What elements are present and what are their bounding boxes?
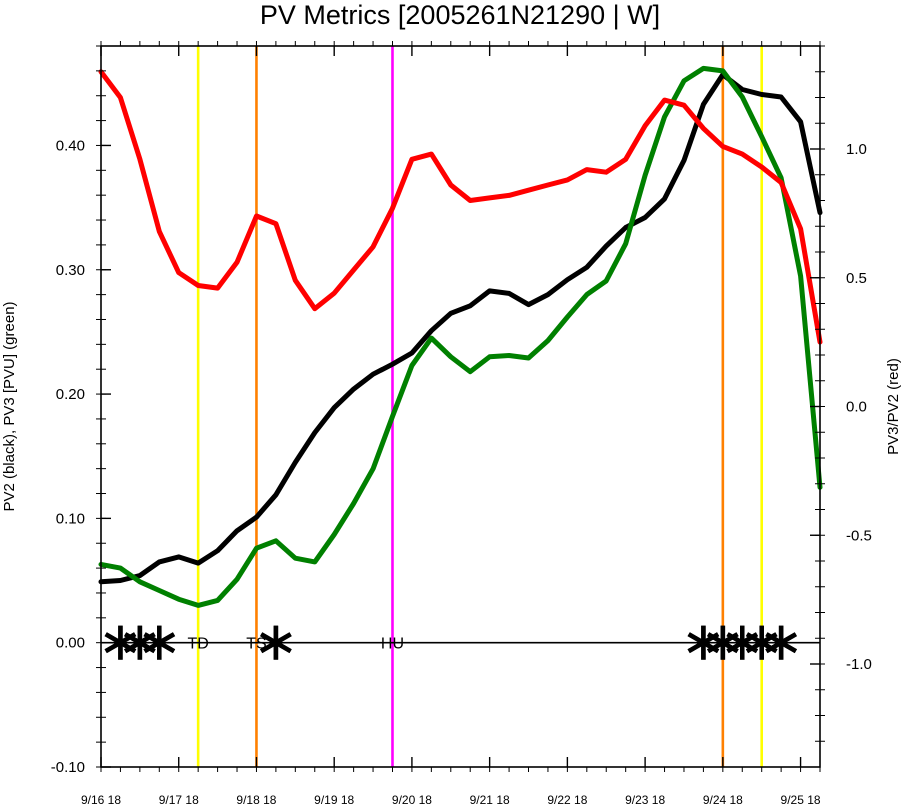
series-lines — [98, 65, 823, 608]
pv2-series-line — [98, 72, 823, 585]
stage-label: HU — [381, 636, 404, 653]
right-tick-label: 0.5 — [846, 270, 867, 287]
asterisk-marker — [726, 625, 759, 660]
right-tick-label: 1.0 — [846, 141, 867, 158]
x-axis-ticks: 9/16 18 9/17 18 9/18 18 9/19 18 9/20 18 9/21 … — [81, 41, 821, 805]
left-tick-label: 0.10 — [56, 510, 85, 527]
x-tick-label: 9/24 18 — [703, 793, 743, 805]
asterisk-marker — [765, 625, 797, 660]
asterisk-marker-stroke — [765, 632, 797, 654]
left-tick-label: 0.20 — [56, 386, 85, 403]
left-tick-label: 0.30 — [56, 262, 85, 279]
asterisk-marker — [143, 625, 176, 660]
x-tick-label: 9/16 18 — [81, 793, 121, 805]
x-tick-label: 9/21 18 — [470, 793, 510, 805]
pv3-pv2-ratio-line — [98, 69, 823, 345]
left-tick-label: 0.40 — [56, 137, 85, 154]
x-tick-label: 9/20 18 — [392, 793, 432, 805]
x-tick-label: 9/22 18 — [547, 793, 587, 805]
stage-label-layer: TD TS HU — [187, 636, 404, 653]
x-tick-label: 9/19 18 — [314, 793, 354, 805]
chart-title: PV Metrics [2005261N21290 | W] — [260, 0, 660, 30]
x-tick-label: 9/17 18 — [159, 793, 199, 805]
marker-layer — [104, 625, 797, 660]
stage-label: TS — [246, 636, 266, 653]
left-y-axis-label: PV2 (black), PV3 [PVU] (green) — [1, 301, 18, 511]
right-tick-label: -1.0 — [846, 656, 872, 673]
left-tick-label: 0.00 — [56, 635, 85, 652]
left-tick-label: -0.10 — [51, 759, 85, 776]
x-tick-label: 9/18 18 — [236, 793, 276, 805]
right-tick-label: -0.5 — [846, 527, 872, 544]
asterisk-marker-stroke — [143, 632, 176, 654]
right-y-axis-ticks: -1.0 -0.5 0.0 0.5 1.0 — [810, 45, 872, 742]
right-y-axis-label: PV3/PV2 (red) — [885, 358, 902, 455]
stage-label: TD — [187, 636, 208, 653]
left-y-axis-ticks: -0.10 0.00 0.10 0.20 0.30 0.40 — [51, 45, 111, 776]
right-tick-label: 0.0 — [846, 399, 867, 416]
x-tick-label: 9/23 18 — [625, 793, 665, 805]
asterisk-marker — [260, 625, 292, 660]
pv3-series-line — [98, 65, 823, 608]
x-tick-label: 9/25 18 — [781, 793, 821, 805]
asterisk-marker-stroke — [260, 632, 292, 654]
